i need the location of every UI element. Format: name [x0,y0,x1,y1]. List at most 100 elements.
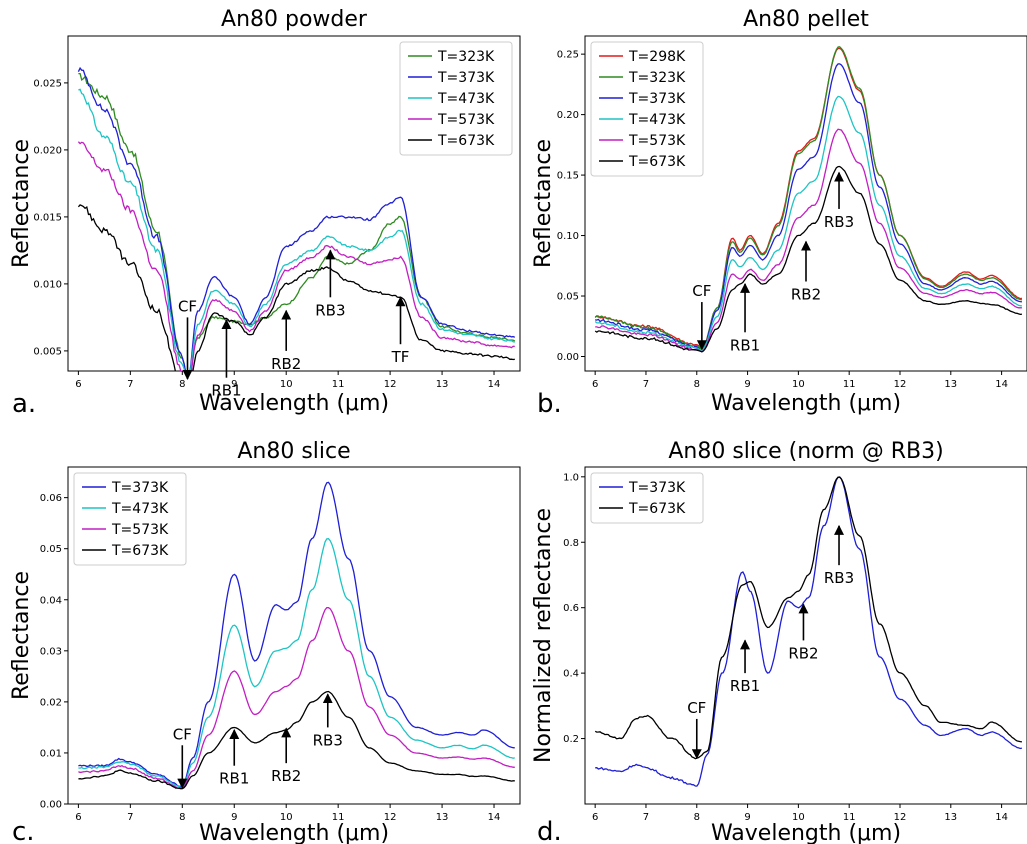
panel-letter: b. [537,389,562,419]
y-tick-label: 0.01 [40,748,62,759]
x-tick-label: 6 [75,812,81,823]
y-tick-label: 0.4 [563,669,579,680]
x-tick-label: 7 [127,379,133,390]
legend-entry: T=673K [628,501,686,517]
annotation-label: RB2 [791,286,821,304]
chart-title: An80 powder [221,7,368,32]
y-tick-label: 0.2 [563,734,579,745]
x-tick-label: 9 [744,379,750,390]
annotation-label: RB2 [788,644,818,662]
y-tick-label: 0.05 [40,544,62,555]
x-tick-label: 6 [75,379,81,390]
y-tick-label: 0.04 [40,595,62,606]
x-tick-label: 12 [894,379,907,390]
legend-entry: T=323K [437,49,495,65]
panel-letter: d. [537,817,562,844]
annotation-label: RB2 [271,355,301,373]
y-axis-label: Normalized reflectance [531,508,556,763]
x-tick-label: 8 [694,812,700,823]
y-tick-label: 0.8 [563,538,579,549]
series-line-T573K [78,142,514,386]
annotation-label: RB1 [730,677,760,695]
legend-entry: T=573K [111,522,169,538]
annotation-label: CF [178,297,197,315]
panel-letter: c. [12,817,35,844]
x-tick-label: 10 [792,379,805,390]
y-tick-label: 1.0 [563,472,579,483]
series-line-T473K [78,539,514,788]
x-axis-label: Wavelength (μm) [711,391,901,416]
annotation-label: RB3 [315,301,345,319]
y-tick-label: 0.020 [33,145,62,156]
y-tick-label: 0.005 [33,346,62,357]
x-tick-label: 14 [995,812,1008,823]
legend: T=373K T=673K [591,473,703,523]
y-axis-label: Reflectance [531,139,556,268]
x-tick-label: 10 [280,379,293,390]
annotation-label: RB2 [271,767,301,785]
x-tick-label: 11 [332,379,345,390]
legend-entry: T=673K [437,133,495,149]
x-tick-label: 13 [944,379,957,390]
annotation-label: CF [173,725,192,743]
y-tick-label: 0.03 [40,646,62,657]
series-line-T573K [78,608,514,789]
legend: T=373K T=473K T=573K T=673K [74,473,186,565]
legend-entry: T=573K [628,133,686,149]
annotation-label: CF [692,282,711,300]
x-tick-label: 7 [643,812,649,823]
legend-entry: T=473K [437,91,495,107]
legend-entry: T=373K [437,70,495,86]
y-tick-label: 0.20 [557,110,579,121]
annotation-label: RB3 [824,213,854,231]
chart-title: An80 slice [237,439,350,464]
x-tick-label: 7 [643,379,649,390]
y-tick-label: 0.015 [33,212,62,223]
y-tick-label: 0.02 [40,697,62,708]
y-tick-label: 0.25 [557,50,579,61]
y-tick-label: 0.00 [40,800,62,811]
y-tick-label: 0.15 [557,171,579,182]
annotation-label: RB1 [219,770,249,788]
annotation-label: CF [687,699,706,717]
x-tick-label: 14 [488,379,501,390]
y-tick-label: 0.010 [33,279,62,290]
annotation-label: RB3 [313,731,343,749]
legend-entry: T=323K [628,70,686,86]
y-tick-label: 0.05 [557,292,579,303]
panel-c: An80 slice6 7 8 9 10 11 12 13 140.000.010.020.03… [9,439,520,844]
x-tick-label: 8 [179,379,185,390]
annotation-label: RB3 [824,569,854,587]
y-tick-label: 0.6 [563,603,579,614]
legend-entry: T=373K [111,480,169,496]
chart-title: An80 pellet [743,7,869,32]
x-tick-label: 14 [488,812,501,823]
x-tick-label: 8 [179,812,185,823]
x-axis-label: Wavelength (μm) [711,821,901,844]
x-tick-label: 6 [592,812,598,823]
x-tick-label: 6 [592,379,598,390]
panel-d: An80 slice (norm @ RB3) 6 7 8 9 10 11 12 13 14 0.2… [531,439,1027,844]
chart-title: An80 slice (norm @ RB3) [668,439,943,464]
annotation-label: RB1 [211,382,241,400]
legend-entry: T=573K [437,112,495,128]
y-tick-label: 0.06 [40,493,62,504]
x-tick-label: 13 [944,812,957,823]
legend-entry: T=373K [628,480,686,496]
legend: T=298K T=323K T=373K T=473K T=573K T=673K [591,42,703,176]
panel-letter: a. [12,389,36,419]
annotation-label: TF [391,348,410,366]
y-axis-label: Reflectance [9,571,34,700]
annotation-label: RB1 [730,336,760,354]
legend-entry: T=473K [628,112,686,128]
x-axis-label: Wavelength (μm) [199,821,389,844]
x-tick-label: 11 [843,379,856,390]
legend-entry: T=673K [111,543,169,559]
series-line-T673K [595,167,1022,352]
legend-entry: T=673K [628,154,686,170]
legend-entry: T=298K [628,49,686,65]
x-tick-label: 8 [694,379,700,390]
y-tick-label: 0.10 [557,231,579,242]
legend: T=323K T=373K T=473K T=573K T=673K [400,42,512,155]
